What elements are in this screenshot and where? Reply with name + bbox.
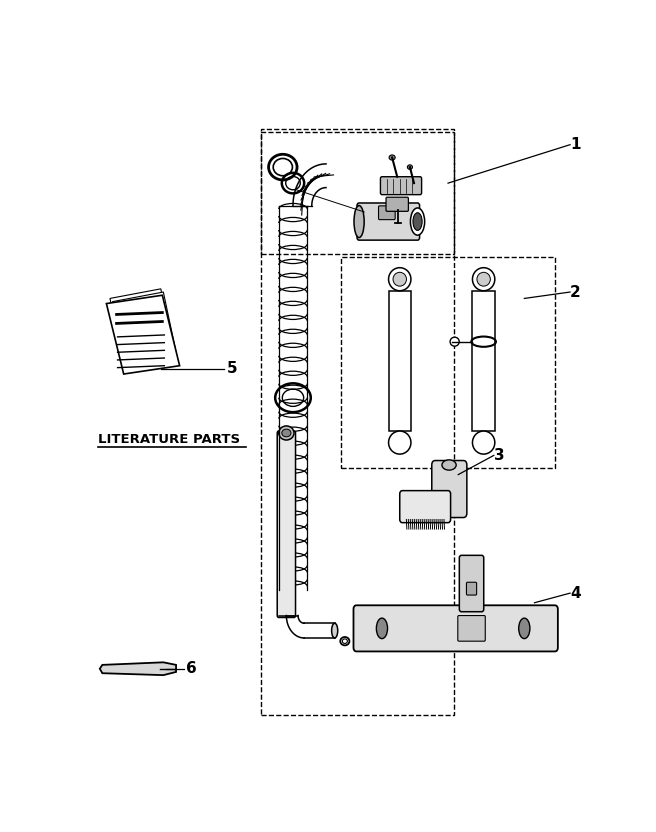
- Text: 1: 1: [570, 137, 581, 152]
- FancyBboxPatch shape: [459, 555, 483, 612]
- Ellipse shape: [332, 623, 338, 638]
- Bar: [341, 257, 555, 468]
- Ellipse shape: [354, 206, 364, 238]
- Ellipse shape: [411, 208, 424, 235]
- Ellipse shape: [388, 431, 411, 454]
- Polygon shape: [106, 295, 180, 374]
- FancyBboxPatch shape: [472, 290, 495, 431]
- Ellipse shape: [413, 213, 422, 230]
- Ellipse shape: [477, 272, 490, 286]
- Ellipse shape: [407, 165, 413, 170]
- Ellipse shape: [377, 618, 388, 639]
- Polygon shape: [110, 289, 176, 372]
- Text: LITERATURE PARTS: LITERATURE PARTS: [98, 433, 240, 446]
- FancyBboxPatch shape: [357, 203, 420, 240]
- Ellipse shape: [279, 426, 294, 440]
- Ellipse shape: [282, 429, 291, 437]
- FancyBboxPatch shape: [386, 197, 409, 211]
- FancyBboxPatch shape: [458, 616, 485, 641]
- Text: 3: 3: [494, 448, 504, 463]
- FancyBboxPatch shape: [466, 582, 477, 595]
- FancyBboxPatch shape: [388, 290, 411, 431]
- Ellipse shape: [393, 272, 407, 286]
- Text: 2: 2: [570, 285, 581, 300]
- FancyBboxPatch shape: [277, 431, 296, 617]
- Polygon shape: [113, 292, 178, 369]
- Bar: [261, 129, 454, 254]
- Ellipse shape: [389, 155, 395, 160]
- Bar: [261, 132, 454, 715]
- FancyBboxPatch shape: [432, 461, 467, 518]
- Text: 6: 6: [186, 661, 197, 676]
- Ellipse shape: [472, 268, 495, 290]
- FancyBboxPatch shape: [354, 606, 558, 651]
- FancyBboxPatch shape: [400, 491, 451, 522]
- Polygon shape: [100, 662, 176, 675]
- Ellipse shape: [519, 618, 530, 639]
- Text: 5: 5: [227, 361, 237, 376]
- Ellipse shape: [442, 460, 456, 470]
- FancyBboxPatch shape: [379, 206, 395, 220]
- Ellipse shape: [450, 337, 459, 346]
- Text: 4: 4: [570, 586, 581, 601]
- Ellipse shape: [472, 431, 495, 454]
- Ellipse shape: [388, 268, 411, 290]
- FancyBboxPatch shape: [380, 176, 422, 195]
